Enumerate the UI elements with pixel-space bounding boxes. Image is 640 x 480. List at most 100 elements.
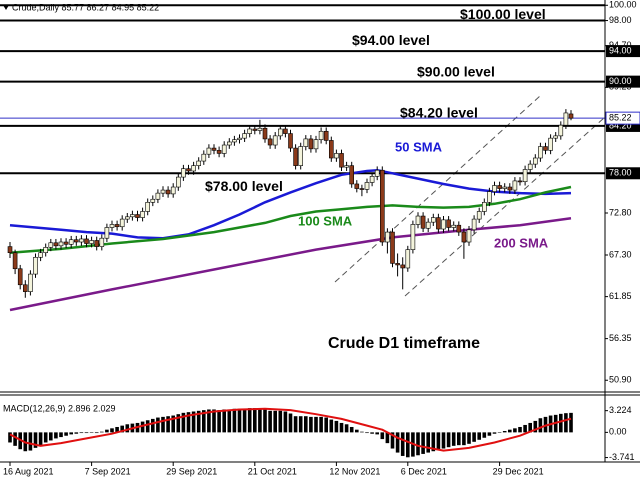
candle-body bbox=[558, 124, 564, 137]
macd-bar bbox=[151, 418, 155, 433]
candle-body bbox=[272, 135, 278, 146]
channel-line bbox=[334, 95, 541, 283]
candle-body bbox=[481, 202, 487, 212]
candle-body bbox=[130, 214, 135, 218]
x-tick-label: 29 Sep 2021 bbox=[166, 466, 217, 476]
level-label: $100.00 level bbox=[460, 6, 546, 22]
candle-body bbox=[532, 157, 538, 165]
macd-bar bbox=[54, 432, 58, 439]
y-tick-label: 72.80 bbox=[609, 207, 632, 217]
macd-bar bbox=[33, 432, 38, 448]
x-tick-label: 16 Aug 2021 bbox=[3, 466, 54, 476]
level-axis-box bbox=[606, 45, 640, 58]
macd-bar bbox=[293, 416, 298, 433]
macd-bar bbox=[462, 432, 466, 446]
candle-body bbox=[165, 189, 171, 195]
candle-body bbox=[369, 176, 375, 183]
candle-body bbox=[257, 127, 263, 131]
candle-body bbox=[28, 273, 33, 292]
macd-bar bbox=[110, 428, 114, 433]
macd-bar bbox=[513, 428, 517, 433]
macd-bar bbox=[28, 432, 33, 451]
candle-body bbox=[318, 130, 324, 140]
macd-bar bbox=[451, 432, 456, 446]
candle-body bbox=[109, 224, 115, 228]
level-axis-label: 90.00 bbox=[609, 76, 632, 86]
macd-bar bbox=[283, 411, 288, 433]
candle-body bbox=[415, 215, 421, 225]
candle-body bbox=[63, 241, 69, 245]
candle-body bbox=[354, 183, 360, 189]
macd-bar bbox=[380, 432, 385, 440]
candle-body bbox=[563, 112, 569, 126]
candle-body bbox=[293, 147, 298, 166]
candle-body bbox=[53, 242, 59, 247]
macd-bar bbox=[13, 432, 17, 446]
macd-bar bbox=[319, 416, 323, 433]
macd-bar bbox=[559, 413, 563, 433]
candle-body bbox=[160, 189, 166, 194]
macd-bar bbox=[533, 420, 538, 433]
candle-body bbox=[191, 165, 196, 172]
macd-bar bbox=[497, 432, 502, 433]
candle-body bbox=[140, 211, 145, 218]
candle-body bbox=[349, 165, 355, 185]
candle-body bbox=[221, 144, 227, 154]
candle-body bbox=[400, 264, 406, 269]
candle-body bbox=[181, 168, 186, 178]
macd-bar bbox=[441, 432, 446, 449]
macd-bar bbox=[523, 424, 527, 433]
y-tick-label: 67.30 bbox=[609, 249, 632, 259]
candle-body bbox=[492, 185, 497, 192]
macd-bar bbox=[538, 418, 543, 433]
candle-body bbox=[395, 263, 400, 266]
candle-body bbox=[497, 185, 502, 189]
macd-bar bbox=[8, 432, 12, 443]
level-label: $90.00 level bbox=[417, 63, 495, 79]
candle-body bbox=[522, 169, 528, 182]
candle-body bbox=[507, 186, 513, 191]
candle-body bbox=[277, 128, 283, 137]
candle-body bbox=[385, 231, 390, 243]
candle-body bbox=[104, 227, 110, 239]
candle-body bbox=[237, 137, 242, 140]
candle-body bbox=[538, 146, 543, 159]
macd-bar bbox=[258, 408, 262, 433]
macd-bar bbox=[477, 432, 481, 440]
candle-body bbox=[43, 247, 49, 254]
candle-body bbox=[33, 256, 38, 275]
macd-bar bbox=[74, 432, 79, 434]
annotation: Crude D1 timeframe bbox=[328, 335, 480, 352]
candle-body bbox=[288, 133, 293, 149]
candle-body bbox=[543, 146, 548, 151]
macd-bar bbox=[518, 426, 522, 433]
candle-body bbox=[364, 182, 370, 190]
candle-body bbox=[114, 224, 120, 228]
macd-bar bbox=[105, 429, 109, 433]
macd-bar bbox=[202, 410, 206, 433]
macd-bar bbox=[406, 432, 410, 458]
macd-bar bbox=[344, 424, 349, 433]
candle-body bbox=[89, 240, 94, 244]
candle-body bbox=[512, 180, 518, 191]
y-tick-label: 50.90 bbox=[609, 375, 632, 385]
candle-body bbox=[227, 141, 232, 146]
macd-bar bbox=[89, 432, 94, 433]
candle-body bbox=[298, 146, 304, 166]
macd-bar bbox=[247, 408, 252, 433]
candle-body bbox=[119, 218, 125, 228]
candle-body bbox=[206, 147, 212, 155]
macd-bar bbox=[49, 432, 53, 441]
candle-body bbox=[568, 113, 574, 119]
level-axis-label: 94.00 bbox=[609, 45, 632, 55]
level-axis-box bbox=[606, 75, 640, 88]
macd-bar bbox=[492, 432, 497, 434]
candle-body bbox=[38, 252, 43, 258]
macd-bar bbox=[304, 416, 308, 433]
macd-bar bbox=[156, 417, 160, 433]
candle-body bbox=[430, 217, 436, 223]
candle-body bbox=[68, 239, 74, 245]
candle-body bbox=[155, 192, 161, 200]
macd-bar bbox=[314, 416, 318, 433]
macd-bar bbox=[161, 416, 165, 433]
